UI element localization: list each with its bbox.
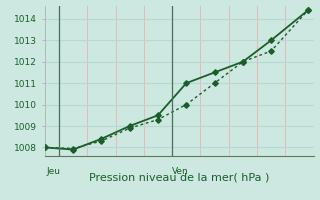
Text: Jeu: Jeu bbox=[46, 167, 60, 176]
X-axis label: Pression niveau de la mer( hPa ): Pression niveau de la mer( hPa ) bbox=[89, 173, 269, 183]
Text: Ven: Ven bbox=[172, 167, 189, 176]
